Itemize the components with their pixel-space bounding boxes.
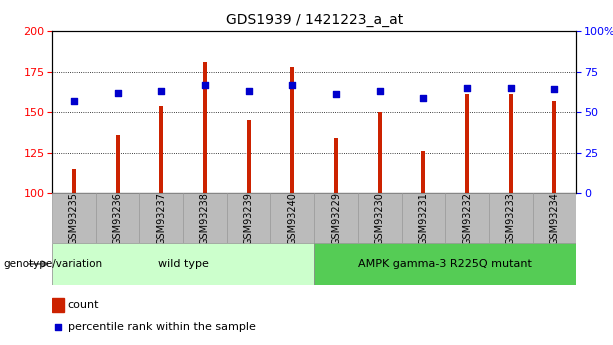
Bar (552, 101, 557, 193)
Text: GSM93229: GSM93229 (331, 192, 341, 245)
Bar (52, 243, 314, 285)
Text: GSM93232: GSM93232 (462, 192, 472, 245)
Bar (358, 193, 402, 243)
Text: genotype/variation: genotype/variation (3, 259, 102, 269)
Bar (139, 193, 183, 243)
Title: GDS1939 / 1421223_a_at: GDS1939 / 1421223_a_at (226, 13, 403, 27)
Point (462, 85, 472, 91)
Text: GSM93233: GSM93233 (506, 192, 516, 245)
Text: GSM93236: GSM93236 (113, 192, 123, 245)
Point (331, 91, 341, 97)
Point (506, 85, 516, 91)
Bar (52, 193, 96, 243)
Bar (246, 120, 251, 193)
Text: GSM93238: GSM93238 (200, 192, 210, 245)
Point (200, 82, 210, 87)
Bar (203, 62, 207, 193)
Point (549, 87, 559, 92)
Bar (314, 193, 358, 243)
Text: GSM93231: GSM93231 (418, 192, 428, 245)
Bar (227, 193, 270, 243)
Point (69, 98, 79, 104)
Bar (509, 94, 512, 193)
Text: percentile rank within the sample: percentile rank within the sample (68, 322, 256, 332)
Bar (489, 193, 533, 243)
Point (113, 90, 123, 96)
Bar (183, 193, 227, 243)
Bar (533, 193, 576, 243)
Text: GSM93234: GSM93234 (549, 192, 560, 245)
Point (375, 88, 384, 94)
Text: GSM93239: GSM93239 (243, 192, 254, 245)
Bar (52, 298, 64, 312)
Text: count: count (68, 300, 99, 310)
Point (287, 82, 297, 87)
Bar (421, 151, 425, 193)
Bar (116, 135, 120, 193)
Point (156, 88, 166, 94)
Text: GSM93230: GSM93230 (375, 192, 385, 245)
Point (419, 95, 428, 100)
Text: AMPK gamma-3 R225Q mutant: AMPK gamma-3 R225Q mutant (358, 259, 532, 269)
Point (53, 324, 63, 330)
Bar (402, 193, 445, 243)
Bar (159, 106, 163, 193)
Bar (314, 243, 576, 285)
Bar (291, 67, 294, 193)
Bar (378, 112, 382, 193)
Bar (270, 193, 314, 243)
Text: GSM93240: GSM93240 (287, 192, 297, 245)
Point (244, 88, 254, 94)
Bar (334, 138, 338, 193)
Text: GSM93235: GSM93235 (69, 192, 79, 245)
Text: GSM93237: GSM93237 (156, 192, 166, 245)
Bar (445, 193, 489, 243)
Bar (72, 169, 76, 193)
Text: wild type: wild type (158, 259, 208, 269)
Bar (465, 94, 469, 193)
Bar (96, 193, 139, 243)
